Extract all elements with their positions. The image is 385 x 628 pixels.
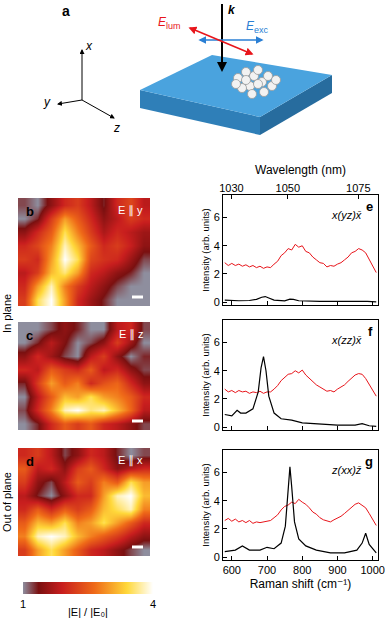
svg-text:2: 2 (214, 268, 220, 280)
svg-text:2: 2 (214, 393, 220, 405)
svg-text:Elum: Elum (158, 15, 181, 31)
svg-text:k: k (228, 3, 236, 17)
svg-text:1: 1 (20, 598, 26, 610)
svg-text:0: 0 (214, 551, 220, 563)
svg-text:g: g (365, 454, 373, 469)
svg-text:6: 6 (214, 211, 220, 223)
svg-text:4: 4 (150, 598, 156, 610)
svg-text:x(zz)x̄: x(zz)x̄ (331, 334, 362, 346)
svg-text:z(xx)z̄: z(xx)z̄ (331, 464, 362, 476)
svg-text:x: x (85, 39, 93, 53)
svg-text:z: z (113, 121, 120, 135)
svg-text:4: 4 (214, 240, 220, 252)
svg-text:a: a (62, 3, 70, 19)
svg-text:x(yz)x̄: x(yz)x̄ (331, 209, 362, 221)
svg-text:Raman shift (cm⁻¹): Raman shift (cm⁻¹) (250, 577, 352, 591)
svg-text:Out of plane: Out of plane (1, 472, 13, 532)
svg-text:c: c (26, 328, 33, 343)
svg-text:1000: 1000 (360, 564, 384, 576)
svg-text:0: 0 (214, 421, 220, 433)
svg-text:1050: 1050 (276, 182, 300, 194)
svg-text:1030: 1030 (219, 182, 243, 194)
svg-text:600: 600 (223, 564, 241, 576)
svg-text:E ∥ x: E ∥ x (118, 454, 143, 467)
svg-text:In plane: In plane (1, 294, 13, 333)
svg-text:f: f (368, 324, 373, 339)
svg-text:4: 4 (214, 365, 220, 377)
svg-text:6: 6 (214, 466, 220, 478)
svg-text:d: d (26, 454, 34, 469)
svg-text:y: y (43, 95, 51, 109)
svg-text:700: 700 (258, 564, 276, 576)
svg-text:4: 4 (214, 495, 220, 507)
svg-text:0: 0 (214, 296, 220, 308)
svg-text:Intensity (arb. units): Intensity (arb. units) (200, 208, 211, 291)
svg-text:Wavelength (nm): Wavelength (nm) (255, 163, 346, 177)
svg-text:E ∥ y: E ∥ y (118, 204, 143, 217)
svg-text:Intensity (arb. units): Intensity (arb. units) (200, 463, 211, 546)
svg-text:|E| / |E₀|: |E| / |E₀| (68, 606, 108, 618)
svg-text:e: e (366, 199, 373, 214)
svg-text:800: 800 (293, 564, 311, 576)
svg-text:6: 6 (214, 336, 220, 348)
svg-text:E ∥ z: E ∥ z (119, 328, 143, 341)
svg-text:2: 2 (214, 523, 220, 535)
svg-text:b: b (26, 204, 34, 219)
svg-text:900: 900 (328, 564, 346, 576)
svg-text:1075: 1075 (346, 182, 370, 194)
svg-text:Eexc: Eexc (246, 19, 269, 35)
svg-text:Intensity (arb. units): Intensity (arb. units) (200, 333, 211, 416)
